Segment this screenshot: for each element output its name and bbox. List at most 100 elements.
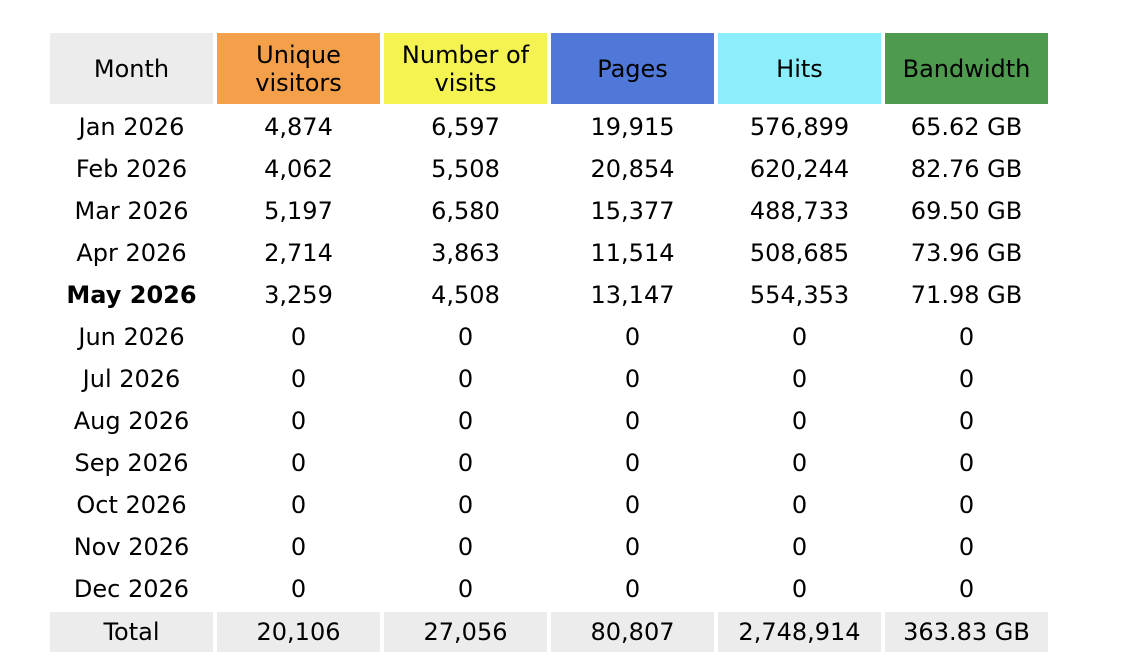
value-cell: 4,874 bbox=[264, 113, 333, 141]
month-row: Jul 2026 0 0 0 0 0 bbox=[50, 360, 1048, 398]
value-cell: 11,514 bbox=[590, 239, 675, 267]
header-cell: Bandwidth bbox=[885, 33, 1048, 104]
value-cell: 0 bbox=[791, 407, 808, 435]
total-cell: 363.83 GB bbox=[885, 612, 1048, 652]
month-row: Oct 2026 0 0 0 0 0 bbox=[50, 486, 1048, 524]
month-cell: Sep 2026 bbox=[74, 449, 189, 477]
value-cell: 0 bbox=[624, 533, 641, 561]
total-row: Total 20,106 27,056 80,807 2,748,914 363.83 G… bbox=[50, 612, 1048, 652]
value-cell: 0 bbox=[624, 365, 641, 393]
value-cell: 5,197 bbox=[264, 197, 333, 225]
value-cell: 0 bbox=[457, 365, 474, 393]
month-cell: Dec 2026 bbox=[73, 575, 190, 603]
month-row: Aug 2026 0 0 0 0 0 bbox=[50, 402, 1048, 440]
value-cell: 488,733 bbox=[749, 197, 850, 225]
value-cell: 71.98 GB bbox=[910, 281, 1023, 309]
value-cell: 0 bbox=[958, 365, 975, 393]
value-cell: 508,685 bbox=[749, 239, 850, 267]
value-cell: 0 bbox=[290, 575, 307, 603]
value-cell: 0 bbox=[958, 491, 975, 519]
value-cell: 0 bbox=[624, 323, 641, 351]
value-cell: 0 bbox=[791, 575, 808, 603]
value-cell: 65.62 GB bbox=[910, 113, 1023, 141]
month-row: Dec 2026 0 0 0 0 0 bbox=[50, 570, 1048, 608]
total-label: Total bbox=[50, 612, 213, 652]
value-cell: 0 bbox=[290, 407, 307, 435]
header-cell: Unique visitors bbox=[217, 33, 380, 104]
month-row: Jan 2026 4,874 6,597 19,915 576,899 65.62 GB bbox=[50, 108, 1048, 146]
value-cell: 13,147 bbox=[590, 281, 675, 309]
value-cell: 0 bbox=[290, 533, 307, 561]
value-cell: 4,062 bbox=[264, 155, 333, 183]
value-cell: 0 bbox=[958, 575, 975, 603]
month-row: Feb 2026 4,062 5,508 20,854 620,244 82.76 GB bbox=[50, 150, 1048, 188]
month-cell: Jun 2026 bbox=[78, 323, 185, 351]
value-cell: 0 bbox=[457, 407, 474, 435]
value-cell: 0 bbox=[958, 533, 975, 561]
month-cell: Feb 2026 bbox=[75, 155, 188, 183]
value-cell: 0 bbox=[624, 575, 641, 603]
value-cell: 0 bbox=[290, 365, 307, 393]
month-row: Mar 2026 5,197 6,580 15,377 488,733 69.50 GB bbox=[50, 192, 1048, 230]
value-cell: 3,259 bbox=[264, 281, 333, 309]
value-cell: 0 bbox=[457, 449, 474, 477]
value-cell: 4,508 bbox=[431, 281, 500, 309]
month-cell: May 2026 bbox=[66, 281, 197, 309]
month-cell: Oct 2026 bbox=[76, 491, 187, 519]
total-cell: 27,056 bbox=[384, 612, 547, 652]
table-header: Month Unique visitors Number of visits Page… bbox=[50, 33, 1048, 104]
value-cell: 0 bbox=[457, 533, 474, 561]
value-cell: 0 bbox=[791, 365, 808, 393]
value-cell: 0 bbox=[457, 323, 474, 351]
value-cell: 20,854 bbox=[590, 155, 675, 183]
header-cell: Pages bbox=[551, 33, 714, 104]
month-row: Sep 2026 0 0 0 0 0 bbox=[50, 444, 1048, 482]
header-row: Month Unique visitors Number of visits Page… bbox=[50, 33, 1048, 104]
value-cell: 15,377 bbox=[590, 197, 675, 225]
value-cell: 0 bbox=[290, 449, 307, 477]
value-cell: 73.96 GB bbox=[910, 239, 1023, 267]
value-cell: 6,580 bbox=[431, 197, 500, 225]
month-cell: Apr 2026 bbox=[76, 239, 187, 267]
value-cell: 0 bbox=[791, 449, 808, 477]
month-cell: Jan 2026 bbox=[78, 113, 185, 141]
value-cell: 3,863 bbox=[431, 239, 500, 267]
value-cell: 0 bbox=[624, 491, 641, 519]
value-cell: 554,353 bbox=[749, 281, 850, 309]
table-footer: Total 20,106 27,056 80,807 2,748,914 363.83 G… bbox=[50, 612, 1048, 652]
value-cell: 0 bbox=[791, 533, 808, 561]
value-cell: 6,597 bbox=[431, 113, 500, 141]
month-cell: Nov 2026 bbox=[73, 533, 190, 561]
value-cell: 576,899 bbox=[749, 113, 850, 141]
value-cell: 69.50 GB bbox=[910, 197, 1023, 225]
value-cell: 0 bbox=[958, 407, 975, 435]
month-row: May 2026 3,259 4,508 13,147 554,353 71.98 GB bbox=[50, 276, 1048, 314]
value-cell: 0 bbox=[958, 449, 975, 477]
month-row: Jun 2026 0 0 0 0 0 bbox=[50, 318, 1048, 356]
month-cell: Jul 2026 bbox=[82, 365, 181, 393]
header-cell: Hits bbox=[718, 33, 881, 104]
value-cell: 5,508 bbox=[431, 155, 500, 183]
value-cell: 2,714 bbox=[264, 239, 333, 267]
value-cell: 0 bbox=[624, 449, 641, 477]
value-cell: 0 bbox=[457, 491, 474, 519]
value-cell: 0 bbox=[457, 575, 474, 603]
header-cell: Number of visits bbox=[384, 33, 547, 104]
total-cell: 20,106 bbox=[217, 612, 380, 652]
table-body: Jan 2026 4,874 6,597 19,915 576,899 65.62 GB F… bbox=[50, 108, 1048, 608]
header-cell: Month bbox=[50, 33, 213, 104]
value-cell: 0 bbox=[791, 491, 808, 519]
value-cell: 620,244 bbox=[749, 155, 850, 183]
month-cell: Aug 2026 bbox=[73, 407, 190, 435]
value-cell: 0 bbox=[290, 491, 307, 519]
value-cell: 0 bbox=[624, 407, 641, 435]
value-cell: 19,915 bbox=[590, 113, 675, 141]
month-cell: Mar 2026 bbox=[74, 197, 189, 225]
month-row: Nov 2026 0 0 0 0 0 bbox=[50, 528, 1048, 566]
total-cell: 80,807 bbox=[551, 612, 714, 652]
value-cell: 0 bbox=[290, 323, 307, 351]
total-cell: 2,748,914 bbox=[718, 612, 881, 652]
month-row: Apr 2026 2,714 3,863 11,514 508,685 73.96 GB bbox=[50, 234, 1048, 272]
value-cell: 0 bbox=[791, 323, 808, 351]
